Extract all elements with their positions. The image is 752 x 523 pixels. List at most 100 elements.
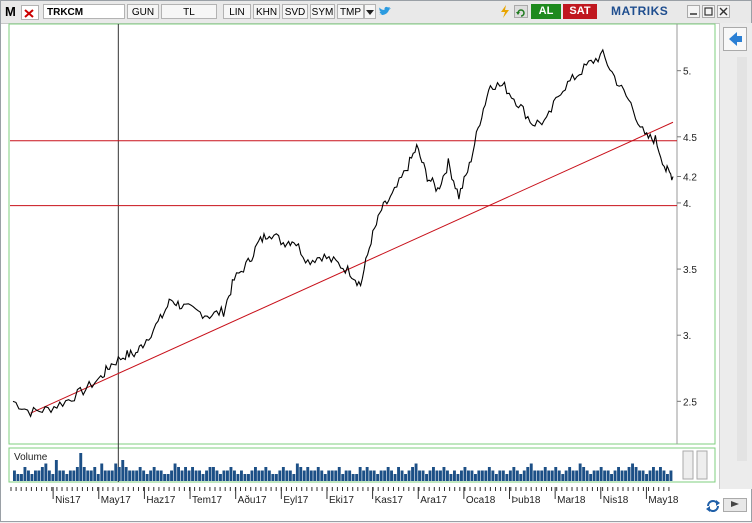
minimize-icon[interactable] [687,5,700,18]
volume-bar [453,470,456,481]
volume-bar [407,470,411,481]
sell-button[interactable]: SAT [563,4,597,19]
volume-bar [58,470,62,481]
volume-bar [267,470,271,481]
volume-bar [603,470,607,481]
volume-bar [96,474,100,481]
volume-bar [89,470,93,481]
volume-bar [362,470,366,481]
currency-button[interactable]: TL [161,4,217,19]
time-tick-label: Ara17 [420,495,447,506]
trendline[interactable] [30,121,674,414]
volume-bar [487,467,491,481]
lightning-icon[interactable] [499,5,511,18]
volume-bar [344,470,348,481]
buy-button[interactable]: AL [531,4,561,19]
volume-bar [494,474,498,481]
volume-bar [383,470,387,481]
volume-bar [271,474,275,481]
volume-bar [620,470,624,481]
volume-bar [435,470,439,481]
volume-bar [365,467,369,481]
volume-bar [107,470,111,481]
volume-bar [236,474,240,481]
volume-bar [128,470,132,481]
indicator-button[interactable]: SVD [282,4,308,19]
volume-bar [302,470,306,481]
volume-bar [47,470,51,481]
volume-bar [110,470,114,481]
volume-bar [240,470,243,481]
price-panel [8,23,716,445]
volume-bar [75,467,79,481]
collapse-arrow-icon[interactable] [723,27,747,51]
vertical-scrollbar[interactable] [737,57,747,461]
volume-bar [540,470,544,481]
period-button[interactable]: GUN [127,4,159,19]
volume-bar [173,463,177,481]
toolbar: M TRKCM GUN TL LIN KHN SVD SYM TMP AL SA… [1,1,751,24]
volume-bar [40,467,44,481]
volume-bar [442,467,446,481]
volume-bar [589,474,593,481]
volume-bar [13,470,16,481]
volume-bar [512,467,516,481]
volume-bar [285,470,289,481]
volume-bar [250,470,254,481]
volume-bar [334,470,338,481]
volume-bar [669,470,673,481]
maximize-icon[interactable] [702,5,715,18]
volume-bar [662,470,666,481]
volume-bar [610,474,613,481]
volume-bar [327,470,331,481]
volume-bar [226,470,229,481]
horizontal-lines [10,140,677,207]
price-tick-label: 3. [683,331,691,342]
symbol-button[interactable]: SYM [310,4,335,19]
volume-bar [219,474,222,481]
volume-bar [243,474,247,481]
time-tick-label: May18 [648,495,678,506]
volume-bar [414,463,418,481]
chart-type-button[interactable]: KHN [253,4,280,19]
volume-bar [484,470,488,481]
volume-bar [180,470,184,481]
price-tick-label: 2.5 [683,397,697,408]
volume-bar [103,470,107,481]
refresh-small-icon[interactable] [514,5,528,18]
brand-logo: MATRIKS [611,4,669,18]
volume-bar [121,460,125,481]
price-chart[interactable]: 2.5 3. 3.5 4. 4.2 4.5 5. Volume Nis17 May17 Haz1… [1,23,719,523]
volume-bar [641,470,645,481]
volume-bar [652,467,655,481]
volume-bar [638,470,641,481]
scale-button[interactable]: LIN [223,4,251,19]
volume-bar [571,470,575,481]
volume-bar [316,467,320,481]
close-window-icon[interactable] [717,5,730,18]
volume-bar [351,474,355,481]
volume-bar [54,460,58,481]
scroll-right-icon[interactable] [723,498,747,512]
volume-bar [393,474,397,481]
volume-bar [557,470,561,481]
volume-bar [65,474,69,481]
symbol-field[interactable]: TRKCM [43,4,125,19]
volume-bar [400,470,404,481]
volume-bar [323,474,327,481]
volume-bar [655,470,659,481]
volume-bar [376,474,380,481]
twitter-icon[interactable] [378,5,392,18]
volume-bar [254,467,257,481]
volume-bar [439,470,442,481]
volume-bar [470,470,474,481]
refresh-icon[interactable] [704,497,722,515]
volume-bar [100,463,104,481]
volume-bar [72,470,76,481]
volume-bar [222,470,226,481]
template-button[interactable]: TMP [337,4,364,19]
volume-bar [138,467,142,481]
remove-chart-icon[interactable] [21,5,39,20]
template-dropdown-icon[interactable] [364,4,376,19]
volume-bar [390,470,393,481]
